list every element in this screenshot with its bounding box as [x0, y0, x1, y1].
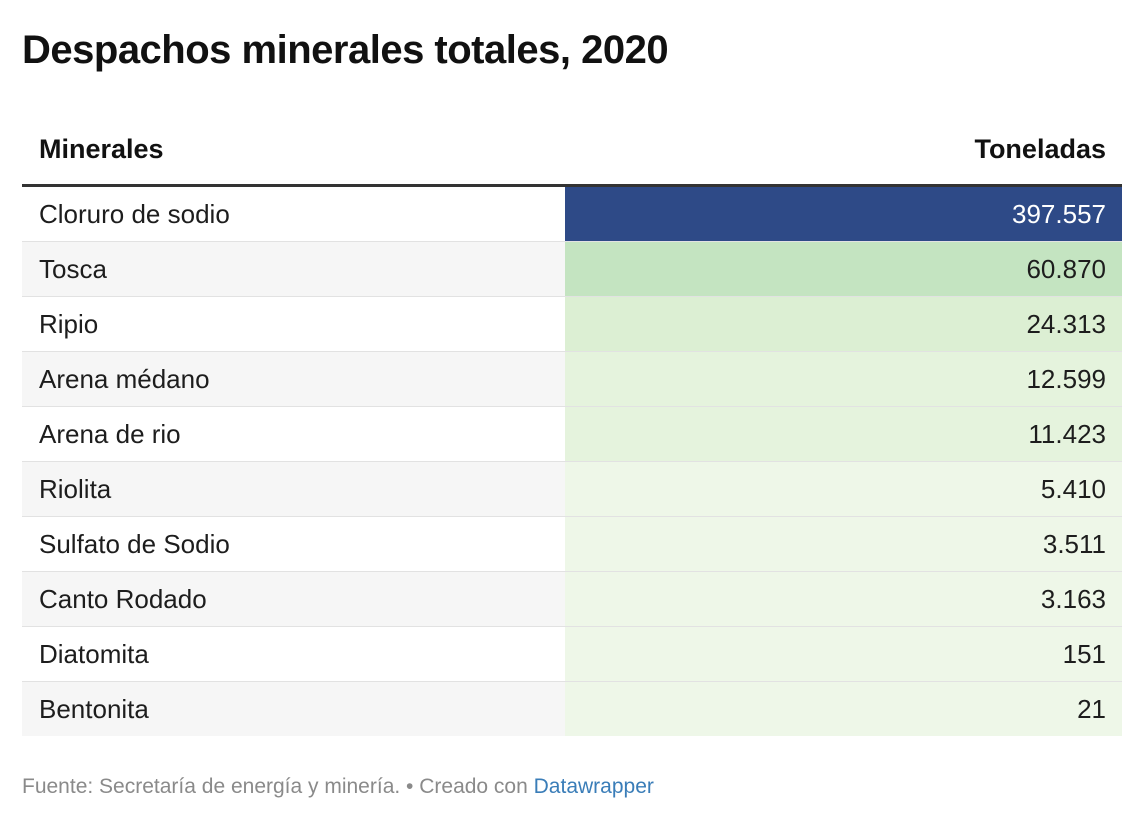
table-row: Arena médano 12.599	[22, 352, 1122, 407]
tonnage-value-cell: 12.599	[565, 352, 1122, 406]
tonnage-value-cell: 3.163	[565, 572, 1122, 626]
footer: Fuente: Secretaría de energía y minería.…	[22, 775, 654, 799]
tonnage-value-cell: 5.410	[565, 462, 1122, 516]
mineral-name-cell: Tosca	[39, 254, 107, 284]
mineral-name-cell: Cloruro de sodio	[39, 199, 230, 229]
tonnage-value-cell: 3.511	[565, 517, 1122, 571]
table-header: Minerales Toneladas	[22, 122, 1122, 187]
table-row: Arena de rio 11.423	[22, 407, 1122, 462]
table-row: Canto Rodado 3.163	[22, 572, 1122, 627]
table-row: Bentonita 21	[22, 682, 1122, 736]
table-body: Cloruro de sodio 397.557 Tosca 60.870 Ripio 2…	[22, 187, 1122, 736]
tonnage-value-cell: 21	[565, 682, 1122, 736]
tonnage-value-cell: 151	[565, 627, 1122, 681]
mineral-name-cell: Ripio	[39, 309, 99, 339]
tonnage-value-cell: 24.313	[565, 297, 1122, 351]
column-header-minerales[interactable]: Minerales	[39, 134, 164, 164]
mineral-name-cell: Riolita	[39, 474, 112, 504]
tonnage-value-cell: 11.423	[565, 407, 1122, 461]
table-row: Ripio 24.313	[22, 297, 1122, 352]
source-note: Fuente: Secretaría de energía y minería.…	[22, 775, 534, 798]
mineral-name-cell: Diatomita	[39, 639, 149, 669]
table-row: Sulfato de Sodio 3.511	[22, 517, 1122, 572]
chart-title: Despachos minerales totales, 2020	[22, 28, 669, 72]
column-header-toneladas[interactable]: Toneladas	[974, 134, 1106, 164]
table-row: Riolita 5.410	[22, 462, 1122, 517]
tonnage-value-cell: 60.870	[565, 242, 1122, 296]
mineral-name-cell: Arena médano	[39, 364, 210, 394]
datawrapper-link[interactable]: Datawrapper	[533, 775, 654, 798]
mineral-name-cell: Bentonita	[39, 694, 149, 724]
mineral-name-cell: Arena de rio	[39, 419, 181, 449]
mineral-name-cell: Canto Rodado	[39, 584, 207, 614]
table-row: Tosca 60.870	[22, 242, 1122, 297]
table-row: Diatomita 151	[22, 627, 1122, 682]
table-row: Cloruro de sodio 397.557	[22, 187, 1122, 242]
mineral-name-cell: Sulfato de Sodio	[39, 529, 230, 559]
tonnage-value-cell: 397.557	[565, 187, 1122, 241]
minerals-table: Minerales Toneladas Cloruro de sodio 397.…	[22, 122, 1122, 736]
